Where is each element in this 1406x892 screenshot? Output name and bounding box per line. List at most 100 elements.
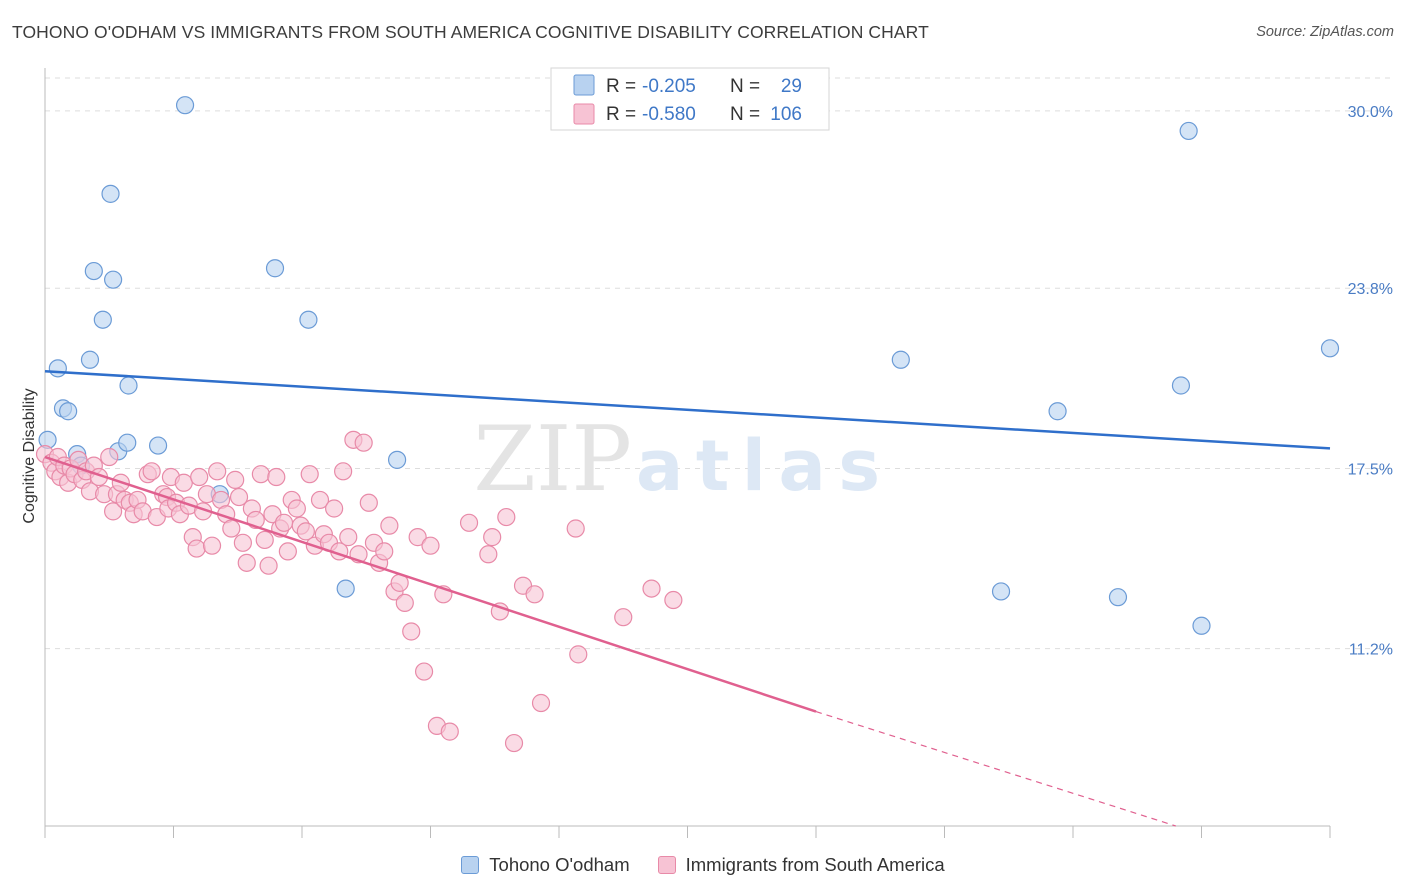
bottom-legend-item-immigrants: Immigrants from South America — [657, 854, 945, 876]
tohono-point-24 — [1108, 588, 1128, 607]
immigrant-point-37 — [187, 539, 206, 558]
immigrant-point-101 — [569, 645, 588, 664]
tohono-point-12 — [118, 433, 137, 452]
immigrant-point-83 — [395, 593, 414, 612]
scatter-chart: 30.0%23.8%17.5%11.2%0.0%100.0% ZIP atlas… — [21, 67, 1393, 838]
tohono-point-6 — [80, 350, 100, 369]
immigrant-point-103 — [642, 579, 661, 598]
immigrant-point-64 — [300, 465, 319, 484]
immigrant-point-84 — [402, 622, 421, 641]
immigrant-point-79 — [375, 542, 394, 561]
y-tick-label-2: 17.5% — [1348, 461, 1393, 478]
legend-n-label-pink: N = — [730, 104, 765, 125]
tohono-point-1 — [48, 359, 67, 378]
immigrant-point-34 — [174, 473, 193, 492]
tohono-point-13 — [119, 376, 138, 395]
bottom-legend: Tohono O'odham Immigrants from South Ame… — [0, 852, 1406, 878]
tohono-point-28 — [1320, 339, 1340, 358]
immigrant-point-85 — [408, 528, 427, 547]
immigrant-point-59 — [278, 542, 297, 561]
immigrant-point-56 — [267, 467, 286, 487]
immigrant-point-69 — [325, 499, 344, 518]
legend-r-value-blue: -0.205 — [642, 76, 696, 97]
immigrant-point-48 — [233, 533, 252, 552]
legend-r-label-pink: R = — [606, 104, 641, 125]
immigrant-point-53 — [255, 530, 274, 550]
immigrant-point-100 — [566, 519, 585, 538]
legend-frame — [550, 67, 830, 131]
y-axis-label: Cognitive Disability — [21, 388, 38, 523]
tohono-point-26 — [1179, 121, 1198, 141]
immigrant-point-52 — [251, 465, 270, 484]
immigrant-point-66 — [310, 490, 330, 510]
axis-layer: 30.0%23.8%17.5%11.2%0.0%100.0% — [44, 68, 1393, 838]
immigrant-point-91 — [459, 513, 479, 532]
immigrant-point-96 — [504, 733, 524, 753]
immigrant-point-76 — [359, 493, 378, 512]
immigrant-point-102 — [614, 608, 633, 627]
immigrant-point-92 — [479, 545, 498, 564]
bottom-legend-swatch-blue — [461, 856, 480, 874]
tohono-point-22 — [991, 582, 1011, 601]
tohono-point-21 — [891, 350, 910, 369]
immigrant-point-46 — [226, 470, 245, 489]
legend-box: R = -0.205 N = 29 R = -0.580 N = 106 — [550, 67, 830, 131]
tohono-point-17 — [265, 259, 285, 278]
immigrant-point-75 — [354, 433, 373, 452]
immigrant-trendline — [44, 455, 817, 713]
y-tick-label-1: 23.8% — [1348, 281, 1393, 298]
legend-swatch-blue — [573, 74, 595, 96]
immigrant-trendline-extension — [815, 711, 1176, 827]
legend-n-label-blue: N = — [730, 76, 765, 97]
immigrant-point-26 — [142, 462, 161, 481]
immigrant-point-58 — [274, 513, 294, 532]
legend-r-value-pink: -0.580 — [642, 104, 696, 125]
legend-r-label-blue: R = — [606, 76, 641, 97]
tohono-point-14 — [148, 436, 168, 455]
chart-title: TOHONO O'ODHAM VS IMMIGRANTS FROM SOUTH … — [12, 22, 929, 42]
immigrant-point-38 — [190, 467, 209, 487]
immigrant-point-90 — [440, 722, 459, 741]
immigrant-point-86 — [414, 662, 434, 681]
immigrant-point-49 — [237, 553, 256, 572]
bottom-legend-label-tohono: Tohono O'odham — [489, 854, 630, 875]
immigrant-point-42 — [208, 462, 227, 481]
immigrant-point-99 — [531, 693, 551, 713]
immigrant-point-16 — [100, 447, 119, 467]
immigrant-point-45 — [222, 519, 241, 538]
immigrant-point-71 — [334, 462, 353, 481]
y-tick-label-3: 11.2% — [1349, 642, 1393, 659]
immigrant-point-41 — [202, 536, 222, 555]
immigrant-point-54 — [259, 556, 278, 575]
tohono-point-20 — [387, 450, 407, 469]
legend-swatch-pink — [573, 103, 595, 125]
immigrant-point-72 — [339, 528, 358, 547]
watermark: ZIP atlas — [473, 407, 880, 512]
watermark-atlas: atlas — [636, 425, 880, 507]
y-tick-label-0: 30.0% — [1348, 104, 1393, 121]
tohono-point-23 — [1048, 402, 1067, 421]
immigrant-point-47 — [229, 487, 249, 507]
tohono-point-9 — [101, 184, 120, 203]
immigrant-point-95 — [497, 507, 516, 527]
tohono-point-27 — [1192, 616, 1211, 635]
immigrant-point-98 — [525, 585, 544, 604]
legend-n-value-blue: 29 — [781, 76, 802, 97]
immigrant-point-17 — [104, 502, 123, 521]
immigrant-point-94 — [490, 602, 509, 621]
immigrant-point-87 — [421, 536, 440, 555]
tohono-point-7 — [84, 261, 103, 281]
bottom-legend-item-tohono: Tohono O'odham — [461, 854, 630, 876]
immigrant-point-80 — [380, 516, 399, 535]
tohono-point-10 — [104, 270, 123, 289]
tohono-point-3 — [59, 402, 78, 421]
tohono-point-15 — [175, 96, 195, 115]
immigrant-point-61 — [287, 499, 306, 518]
tohono-point-18 — [299, 310, 318, 329]
points-layer — [35, 96, 1340, 753]
watermark-zip: ZIP — [473, 407, 632, 512]
trend-layer — [44, 369, 1331, 827]
tohono-point-19 — [336, 579, 355, 598]
legend-n-value-pink: 106 — [770, 104, 802, 125]
immigrant-point-93 — [483, 528, 502, 547]
